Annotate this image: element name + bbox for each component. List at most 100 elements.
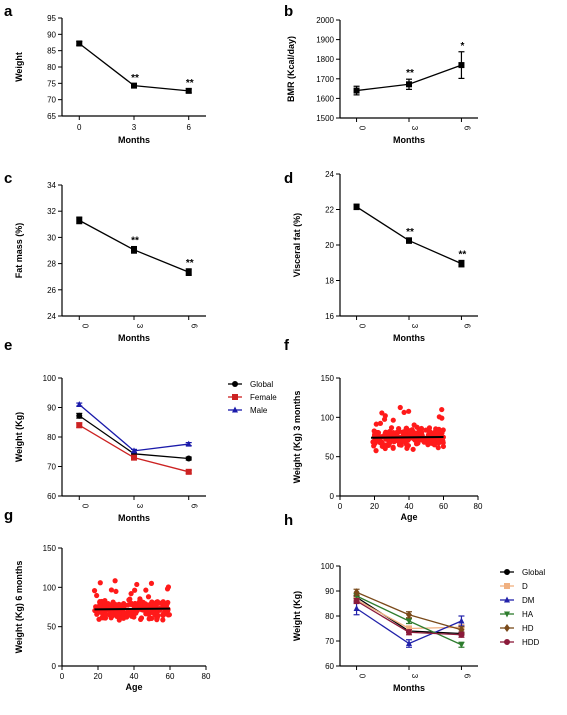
data-point — [137, 602, 143, 608]
series-global — [76, 412, 192, 462]
legend-marker — [504, 583, 510, 589]
data-point — [154, 615, 160, 621]
data-point — [108, 587, 115, 593]
x-tick-label: 6 — [462, 674, 471, 679]
series-hdd — [353, 597, 465, 638]
data-point — [128, 601, 134, 608]
data-point — [406, 610, 412, 619]
legend-label: Global — [522, 568, 545, 577]
legend-marker — [504, 624, 510, 632]
y-axis-label: Fat mass (%) — [14, 223, 24, 279]
y-tick-label: 18 — [325, 277, 334, 286]
data-point — [440, 443, 447, 450]
data-point — [431, 442, 438, 448]
y-tick-label: 30 — [47, 233, 56, 242]
regression-line — [371, 436, 444, 439]
data-point — [138, 615, 145, 621]
data-point — [146, 616, 152, 622]
y-tick-label: 2000 — [316, 16, 334, 25]
x-tick-label: 3 — [132, 123, 137, 132]
data-point — [353, 605, 360, 611]
y-tick-label: 150 — [321, 374, 335, 383]
legend-marker — [504, 611, 510, 618]
x-tick-label: 6 — [186, 123, 191, 132]
x-tick-label: 0 — [60, 672, 65, 681]
legend-marker — [232, 381, 238, 387]
y-axis-label: Weight (Kg) — [14, 412, 24, 462]
legend: Global Female Male — [228, 380, 277, 415]
significance-marker: ** — [406, 68, 414, 79]
data-point — [97, 602, 103, 608]
data-point — [371, 438, 377, 444]
y-tick-label: 90 — [47, 404, 56, 413]
data-point — [76, 422, 83, 429]
series-main: ** ** — [76, 216, 194, 276]
data-point — [94, 592, 100, 599]
data-point — [373, 448, 379, 454]
data-point — [406, 625, 412, 632]
data-point — [410, 430, 416, 436]
data-point — [440, 438, 446, 444]
x-axis-label: Months — [118, 513, 150, 523]
data-point — [406, 629, 412, 636]
legend-label: Male — [250, 406, 268, 415]
data-point — [150, 610, 156, 616]
data-point — [126, 597, 132, 603]
y-tick-label: 90 — [47, 30, 56, 39]
x-tick-label: 0 — [358, 324, 367, 329]
x-axis-label: Months — [393, 683, 425, 693]
x-axis-label: Months — [118, 135, 150, 145]
y-tick-label: 100 — [321, 413, 335, 422]
panel-c: c 24 26 28 30 32 34 Fat mass (%) 0 3 6 Months ** ** — [4, 170, 206, 343]
data-point — [131, 82, 137, 89]
x-tick-label: 3 — [410, 674, 419, 679]
y-tick-label: 80 — [47, 63, 56, 72]
x-tick-label: 6 — [190, 504, 199, 509]
significance-marker: ** — [131, 73, 139, 84]
x-tick-label: 6 — [462, 126, 471, 131]
panel-e: e 60 70 80 90 100 Weight (Kg) 0 3 6 Months Global Fe… — [4, 337, 277, 523]
legend-marker — [504, 639, 510, 645]
x-tick-label: 0 — [80, 324, 89, 329]
data-point — [388, 430, 394, 436]
y-tick-label: 80 — [47, 433, 56, 442]
data-point — [131, 454, 137, 461]
data-point — [406, 237, 412, 244]
x-tick-label: 80 — [474, 502, 483, 511]
data-point — [160, 617, 166, 623]
series-main: *** — [353, 41, 465, 96]
x-axis-label: Months — [393, 333, 425, 343]
data-point — [458, 642, 465, 649]
significance-marker: ** — [186, 78, 194, 89]
data-point — [143, 587, 149, 593]
y-tick-label: 50 — [47, 623, 56, 632]
data-point — [162, 603, 168, 609]
panel-letter: a — [4, 3, 13, 20]
legend-label: HDD — [522, 638, 540, 647]
y-tick-label: 100 — [43, 374, 57, 383]
panel-b: b 1500 1600 1700 1800 1900 2000 BMR (Kcal/day) 0… — [284, 3, 478, 145]
x-tick-label: 40 — [405, 502, 414, 511]
series-main: ** ** — [76, 40, 194, 94]
panel-letter: f — [284, 337, 290, 354]
legend-marker — [504, 569, 510, 575]
data-point — [401, 409, 407, 416]
panel-h: h 60 70 80 90 100 Weight (Kg) 0 3 6 Months Global DD… — [284, 512, 545, 693]
data-point — [387, 440, 393, 446]
data-point — [458, 62, 465, 69]
x-axis-label: Months — [118, 333, 150, 343]
y-tick-label: 1800 — [316, 55, 334, 64]
scatter-points — [91, 578, 172, 623]
y-tick-label: 1900 — [316, 36, 334, 45]
data-point — [132, 587, 138, 593]
y-tick-label: 90 — [325, 587, 334, 596]
x-tick-label: 60 — [166, 672, 175, 681]
data-point — [103, 611, 109, 618]
data-point — [406, 81, 412, 88]
data-point — [373, 421, 379, 427]
data-point — [127, 610, 133, 617]
x-tick-label: 3 — [135, 504, 144, 509]
scatter-points — [370, 404, 447, 454]
